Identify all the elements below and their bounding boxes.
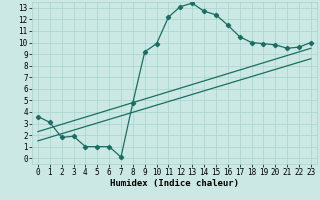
X-axis label: Humidex (Indice chaleur): Humidex (Indice chaleur) bbox=[110, 179, 239, 188]
